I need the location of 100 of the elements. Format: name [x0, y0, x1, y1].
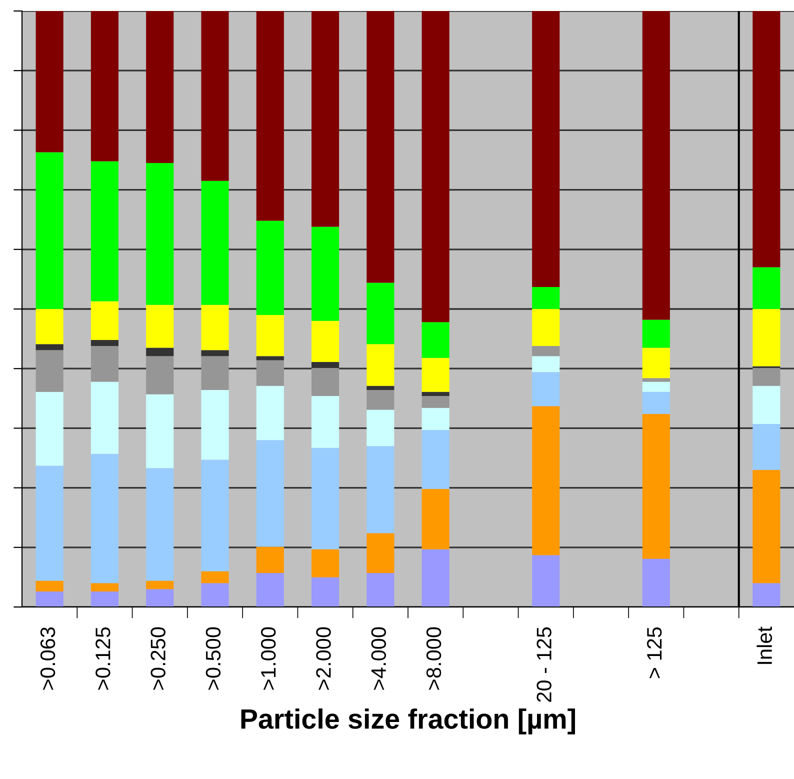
bar [642, 392, 670, 414]
bar [366, 573, 394, 607]
bar [642, 382, 670, 392]
bar [422, 488, 450, 550]
bar [752, 11, 780, 268]
bar [312, 362, 340, 368]
bar [36, 152, 64, 309]
bar [146, 468, 174, 581]
bar [146, 11, 174, 163]
bar [256, 360, 284, 386]
bar [90, 583, 118, 592]
bar [366, 533, 394, 574]
x-tick-label: >4.000 [371, 627, 386, 690]
bar [146, 589, 174, 607]
bar [312, 396, 340, 448]
bar [642, 414, 670, 559]
bar [312, 448, 340, 550]
bar [366, 446, 394, 534]
bar [422, 396, 450, 408]
bar [532, 406, 560, 556]
bar [146, 356, 174, 394]
bar [201, 180, 229, 305]
bar [201, 304, 229, 350]
bar [256, 546, 284, 574]
bar [752, 470, 780, 584]
bar [642, 378, 670, 382]
bar [256, 314, 284, 356]
bar [201, 356, 229, 390]
x-tick-label: > 125 [646, 627, 662, 678]
bar [366, 11, 394, 283]
bar [256, 356, 284, 360]
bar [36, 350, 64, 392]
bar [201, 350, 229, 356]
x-tick-label: >0.250 [150, 627, 166, 690]
bar [752, 386, 780, 424]
bar [532, 372, 560, 406]
bar [752, 267, 780, 309]
bar [366, 282, 394, 344]
bar [752, 424, 780, 470]
bar [752, 309, 780, 366]
bar [532, 309, 560, 346]
bar [312, 226, 340, 321]
bar [312, 577, 340, 607]
bar [146, 580, 174, 590]
bar [752, 368, 780, 386]
bar [90, 346, 118, 382]
bar [422, 11, 450, 322]
bar [90, 161, 118, 302]
bar [36, 392, 64, 466]
bar [642, 11, 670, 320]
bar [532, 346, 560, 356]
bar [256, 573, 284, 607]
bar [256, 11, 284, 221]
bar [532, 356, 560, 372]
bar [36, 466, 64, 581]
bar [532, 11, 560, 287]
bar [146, 304, 174, 348]
bar [532, 555, 560, 607]
bar [422, 430, 450, 489]
bar [366, 390, 394, 410]
bar [36, 592, 64, 607]
bar [201, 390, 229, 460]
bar [642, 348, 670, 378]
bar [90, 301, 118, 340]
bar [642, 558, 670, 607]
bar [90, 11, 118, 162]
bar [422, 392, 450, 396]
bar [201, 583, 229, 607]
x-axis-title: Particle size fraction [µm] [241, 708, 575, 734]
bar [36, 309, 64, 344]
bar [90, 382, 118, 454]
bar [366, 386, 394, 390]
bar [532, 286, 560, 309]
x-tick-label: Inlet [756, 626, 772, 664]
bar [201, 11, 229, 181]
bar [312, 320, 340, 362]
bar [256, 386, 284, 440]
bar [201, 571, 229, 584]
bar [642, 320, 670, 348]
bar [312, 549, 340, 578]
x-tick-label: 20 - 125 [536, 627, 552, 702]
bar [90, 592, 118, 607]
x-tick-label: >0.063 [40, 627, 56, 690]
bar [146, 348, 174, 356]
bar [366, 410, 394, 446]
bar [422, 322, 450, 358]
bar [312, 11, 340, 227]
bar [366, 344, 394, 386]
bar [36, 344, 64, 350]
bar [422, 358, 450, 392]
bar [146, 394, 174, 468]
bar [256, 440, 284, 547]
x-tick-label: >0.125 [96, 627, 110, 690]
bar [146, 162, 174, 305]
x-tick-label: >2.000 [316, 627, 331, 690]
bar [256, 220, 284, 315]
x-tick-label: >8.000 [426, 627, 442, 690]
bar [36, 580, 64, 592]
bar [312, 368, 340, 396]
bar [752, 583, 780, 607]
